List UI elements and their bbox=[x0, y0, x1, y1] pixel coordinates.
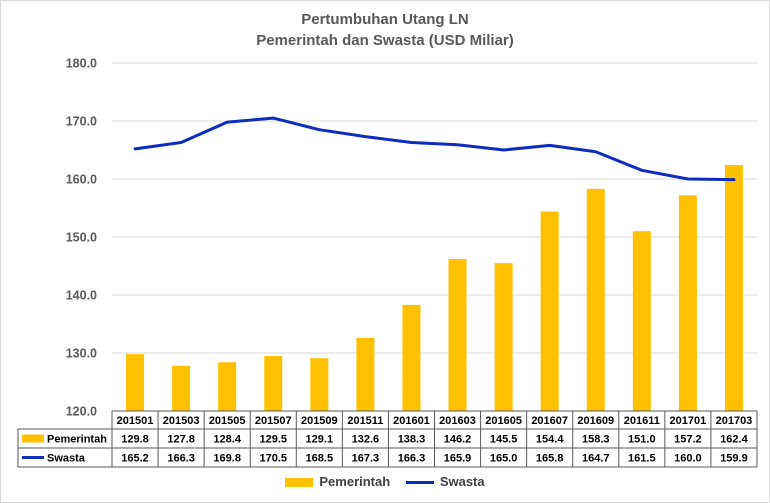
data-label-pemerintah: 127.8 bbox=[167, 434, 195, 446]
x-tick-label: 201503 bbox=[163, 415, 200, 427]
table-row-label-pemerintah: Pemerintah bbox=[47, 434, 107, 446]
bar-pemerintah bbox=[540, 211, 559, 411]
data-label-pemerintah: 128.4 bbox=[213, 434, 241, 446]
data-label-pemerintah: 129.1 bbox=[306, 434, 334, 446]
bar-pemerintah bbox=[448, 259, 467, 411]
x-tick-label: 201601 bbox=[393, 415, 430, 427]
bar-pemerintah bbox=[218, 362, 237, 411]
table-swatch-line bbox=[22, 456, 44, 459]
bar-pemerintah bbox=[402, 304, 421, 411]
table-row-label-swasta: Swasta bbox=[47, 453, 86, 465]
data-label-swasta: 165.0 bbox=[490, 453, 518, 465]
x-tick-label: 201603 bbox=[439, 415, 476, 427]
data-label-swasta: 165.8 bbox=[536, 453, 564, 465]
data-label-swasta: 165.2 bbox=[121, 453, 149, 465]
data-label-pemerintah: 157.2 bbox=[674, 434, 702, 446]
data-label-swasta: 164.7 bbox=[582, 453, 610, 465]
bar-pemerintah bbox=[126, 354, 145, 411]
data-label-pemerintah: 145.5 bbox=[490, 434, 518, 446]
y-tick-label: 160.0 bbox=[66, 173, 97, 187]
y-tick-label: 130.0 bbox=[66, 347, 97, 361]
x-tick-label: 201703 bbox=[716, 415, 753, 427]
data-label-pemerintah: 162.4 bbox=[720, 434, 748, 446]
data-label-pemerintah: 154.4 bbox=[536, 434, 564, 446]
data-label-swasta: 160.0 bbox=[674, 453, 702, 465]
legend-swatch-line bbox=[405, 481, 434, 485]
bar-pemerintah bbox=[356, 337, 375, 411]
bar-pemerintah bbox=[586, 188, 605, 411]
data-label-pemerintah: 129.8 bbox=[121, 434, 149, 446]
y-tick-label: 170.0 bbox=[66, 115, 97, 129]
x-tick-label: 201507 bbox=[255, 415, 292, 427]
chart-title: Pertumbuhan Utang LN bbox=[301, 11, 469, 28]
legend-item-pemerintah: Pemerintah bbox=[285, 474, 390, 489]
legend: Pemerintah Swasta bbox=[0, 473, 770, 489]
bar-pemerintah bbox=[310, 358, 329, 411]
legend-label-pemerintah: Pemerintah bbox=[319, 474, 391, 490]
x-tick-label: 201505 bbox=[209, 415, 246, 427]
bar-pemerintah bbox=[632, 231, 651, 411]
data-label-swasta: 168.5 bbox=[306, 453, 334, 465]
data-label-swasta: 166.3 bbox=[167, 453, 195, 465]
data-label-pemerintah: 132.6 bbox=[352, 434, 380, 446]
x-tick-label: 201611 bbox=[624, 415, 660, 427]
y-tick-label: 120.0 bbox=[66, 405, 97, 419]
data-label-swasta: 167.3 bbox=[352, 453, 380, 465]
table-swatch-bar bbox=[22, 434, 44, 443]
legend-item-swasta: Swasta bbox=[405, 474, 485, 490]
legend-swatch-bar bbox=[285, 478, 314, 488]
bar-pemerintah bbox=[494, 263, 513, 411]
data-label-swasta: 166.3 bbox=[398, 453, 426, 465]
data-label-pemerintah: 138.3 bbox=[398, 434, 426, 446]
chart-title-block: Pertumbuhan Utang LN Pemerintah dan Swas… bbox=[0, 9, 770, 51]
x-tick-label: 201609 bbox=[577, 415, 614, 427]
x-tick-label: 201501 bbox=[117, 415, 154, 427]
bar-pemerintah bbox=[264, 355, 283, 411]
chart-subtitle: Pemerintah dan Swasta (USD Miliar) bbox=[256, 32, 514, 49]
x-tick-label: 201607 bbox=[531, 415, 568, 427]
bar-pemerintah bbox=[172, 365, 191, 411]
line-swasta bbox=[133, 116, 736, 182]
y-tick-label: 140.0 bbox=[66, 289, 97, 303]
x-tick-label: 201509 bbox=[301, 415, 338, 427]
data-label-pemerintah: 151.0 bbox=[628, 434, 656, 446]
data-label-swasta: 169.8 bbox=[213, 453, 241, 465]
data-label-swasta: 170.5 bbox=[259, 453, 287, 465]
y-tick-label: 180.0 bbox=[66, 57, 97, 71]
data-label-pemerintah: 146.2 bbox=[444, 434, 472, 446]
bar-pemerintah bbox=[724, 165, 743, 411]
y-tick-label: 150.0 bbox=[66, 231, 97, 245]
data-label-swasta: 161.5 bbox=[628, 453, 656, 465]
data-label-swasta: 159.9 bbox=[720, 453, 748, 465]
x-tick-label: 201511 bbox=[347, 415, 383, 427]
legend-label-swasta: Swasta bbox=[439, 474, 485, 490]
data-label-pemerintah: 129.5 bbox=[259, 434, 287, 446]
data-label-swasta: 165.9 bbox=[444, 453, 472, 465]
x-tick-label: 201701 bbox=[670, 415, 707, 427]
data-label-pemerintah: 158.3 bbox=[582, 434, 610, 446]
bar-pemerintah bbox=[678, 195, 697, 411]
x-tick-label: 201605 bbox=[485, 415, 522, 427]
